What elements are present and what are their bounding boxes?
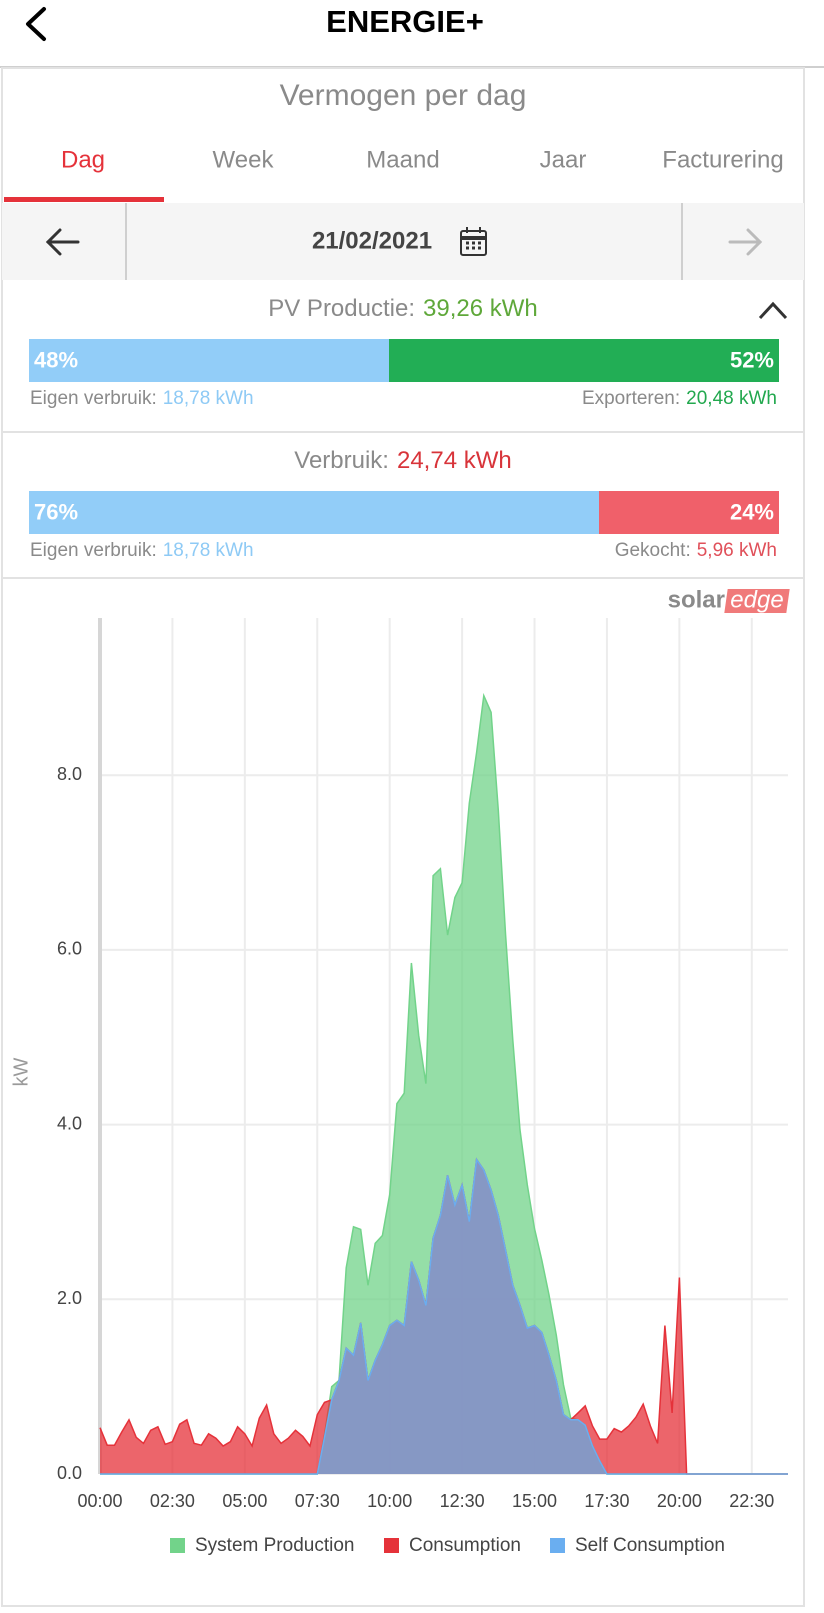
bar-segment — [389, 339, 779, 382]
consumption-summary: Verbruik: 24,74 kWh — [294, 447, 511, 474]
calendar-icon[interactable] — [460, 227, 487, 256]
x-tick-label: 22:30 — [729, 1491, 774, 1511]
collapse-button[interactable] — [758, 301, 788, 320]
tab[interactable]: Dag — [61, 146, 105, 173]
consumption-label: Verbruik: — [294, 447, 389, 474]
legend-label: Consumption — [409, 1535, 521, 1556]
share-label: 48% — [34, 347, 78, 372]
x-tick-label: 15:00 — [512, 1491, 557, 1511]
consumption-right-caption: Gekocht: 5,96 kWh — [615, 540, 777, 561]
logo-edge: edge — [730, 586, 783, 613]
bar-segment — [29, 339, 389, 382]
caption-value: 18,78 kWh — [163, 540, 254, 561]
y-tick-label: 6.0 — [57, 939, 82, 959]
pv-right-caption: Exporteren: 20,48 kWh — [582, 388, 777, 409]
chart: 00:00 02:30 05:00 07:30 10:00 12:30 15:00 17:30… — [10, 618, 788, 1556]
back-button[interactable] — [26, 7, 46, 41]
caption-label: Eigen verbruik: — [30, 388, 157, 409]
logo-badge — [724, 589, 790, 613]
consumption-bar: 76% 24% — [29, 491, 779, 534]
area-line — [100, 1157, 788, 1475]
page-subtitle: Vermogen per dag — [280, 79, 527, 112]
pv-label: PV Productie: — [268, 295, 415, 322]
x-tick-label: 00:00 — [77, 1491, 122, 1511]
share-label: 76% — [34, 499, 78, 524]
x-tick-label: 07:30 — [295, 1491, 340, 1511]
pv-summary: PV Productie: 39,26 kWh — [268, 295, 537, 322]
bar-segment — [29, 491, 599, 534]
legend-label: System Production — [195, 1535, 354, 1556]
legend-swatch — [550, 1538, 565, 1553]
consumption-left-caption: Eigen verbruik: 18,78 kWh — [30, 540, 254, 561]
app-title: ENERGIE+ — [326, 4, 484, 39]
area-fill — [100, 695, 788, 1474]
consumption-total: 24,74 kWh — [397, 447, 512, 474]
legend-label: Self Consumption — [575, 1535, 725, 1556]
active-tab-indicator — [4, 197, 164, 202]
caption-value: 20,48 kWh — [686, 388, 777, 409]
x-tick-label: 17:30 — [584, 1491, 629, 1511]
x-tick-label: 20:00 — [657, 1491, 702, 1511]
caption-value: 5,96 kWh — [697, 540, 777, 561]
next-day-button[interactable] — [728, 228, 763, 256]
y-tick-label: 4.0 — [57, 1113, 82, 1133]
x-tick-label: 05:00 — [222, 1491, 267, 1511]
date-label[interactable]: 21/02/2021 — [312, 227, 432, 254]
x-tick-label: 02:30 — [150, 1491, 195, 1511]
caption-value: 18,78 kWh — [163, 388, 254, 409]
pv-bar: 48% 52% — [29, 339, 779, 382]
share-label: 24% — [730, 499, 774, 524]
tab[interactable]: Facturering — [662, 146, 783, 173]
legend-swatch — [170, 1538, 185, 1553]
y-tick-label: 8.0 — [57, 764, 82, 784]
legend-swatch — [384, 1538, 399, 1553]
tab[interactable]: Week — [213, 146, 275, 173]
share-label: 52% — [730, 347, 774, 372]
logo-solar: solar — [668, 586, 725, 613]
y-tick-label: 0.0 — [57, 1463, 82, 1483]
caption-label: Exporteren: — [582, 388, 680, 409]
card-border — [1, 67, 805, 1607]
y-tick-label: 2.0 — [57, 1288, 82, 1308]
caption-label: Gekocht: — [615, 540, 691, 561]
tab[interactable]: Maand — [366, 146, 439, 173]
area-fill — [100, 1159, 788, 1474]
pv-left-caption: Eigen verbruik: 18,78 kWh — [30, 388, 254, 409]
tab[interactable]: Jaar — [540, 146, 587, 173]
caption-label: Eigen verbruik: — [30, 540, 157, 561]
date-bar — [2, 203, 804, 280]
pv-total: 39,26 kWh — [423, 295, 538, 322]
y-axis-label: kW — [10, 1057, 32, 1086]
x-tick-label: 12:30 — [440, 1491, 485, 1511]
prev-day-button[interactable] — [45, 228, 80, 256]
x-tick-label: 10:00 — [367, 1491, 412, 1511]
bar-segment — [599, 491, 779, 534]
